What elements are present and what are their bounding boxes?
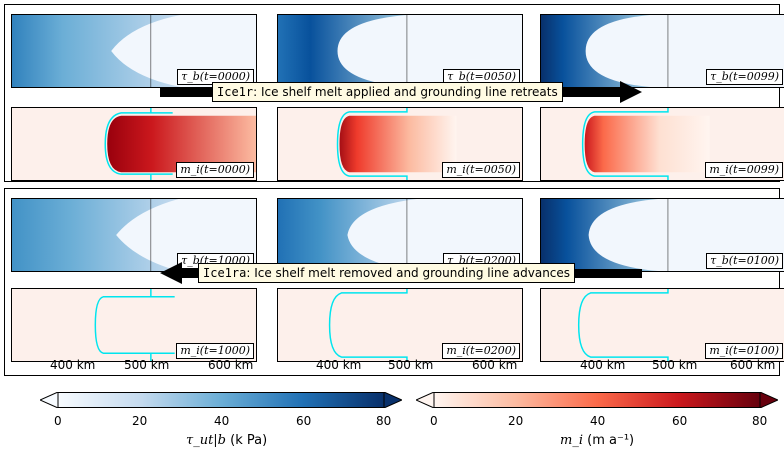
x-tick: 600 km: [472, 358, 518, 372]
tau-label: τ_b(t=0050): [443, 69, 520, 85]
bottom-group-frame: [4, 188, 780, 376]
x-tick: 600 km: [730, 358, 776, 372]
colorbar-tick: 20: [508, 414, 524, 428]
tau-panel-top-3: τ_b(t=0099): [540, 14, 784, 88]
banner-top: Ice1r: Ice shelf melt applied and ground…: [160, 81, 642, 103]
banner-bottom: Ice1ra: Ice shelf melt removed and groun…: [160, 262, 642, 284]
colorbar-tick: 40: [214, 414, 230, 428]
colorbar-tick: 60: [672, 414, 688, 428]
tau-label: τ_b(t=0099): [706, 69, 783, 85]
colorbar-tick: 20: [132, 414, 148, 428]
colorbar-label-melt: m_i (m a⁻¹): [560, 433, 635, 448]
melt-label: m_i(t=0200): [442, 343, 520, 359]
tau-label: τ_b(t=0100): [706, 253, 783, 269]
x-tick: 500 km: [124, 358, 170, 372]
arrow-head-left: [160, 262, 182, 284]
colorbar-tick: 0: [430, 414, 438, 428]
melt-panel-bottom-3: m_i(t=0100): [540, 288, 784, 362]
melt-label: m_i(t=0099): [705, 162, 783, 178]
melt-panel-top-2: m_i(t=0050): [277, 107, 523, 181]
arrow-head-right: [620, 81, 642, 103]
colorbar-tick: 80: [752, 414, 768, 428]
colorbar-tick: 60: [296, 414, 312, 428]
colorbar-tick: 0: [54, 414, 62, 428]
x-tick: 400 km: [580, 358, 626, 372]
melt-panel-top-1: m_i(t=0000): [11, 107, 257, 181]
x-tick: 400 km: [316, 358, 362, 372]
melt-label: m_i(t=0050): [442, 162, 520, 178]
colorbar-tau: [40, 392, 402, 408]
tau-panel-top-2: τ_b(t=0050): [277, 14, 523, 88]
melt-label: m_i(t=0000): [176, 162, 254, 178]
colorbar-tick: 80: [376, 414, 392, 428]
x-tick: 500 km: [652, 358, 698, 372]
melt-label: m_i(t=0100): [705, 343, 783, 359]
tau-panel-bottom-2: τ_b(t=0200): [277, 198, 523, 272]
banner-text: Ice1r: Ice shelf melt applied and ground…: [212, 82, 563, 102]
colorbar-label-tau: τ_ut|b (k Pa): [186, 433, 268, 448]
banner-text: Ice1ra: Ice shelf melt removed and groun…: [198, 263, 576, 283]
melt-label: m_i(t=1000): [176, 343, 254, 359]
tau-panel-top-1: τ_b(t=0000): [11, 14, 257, 88]
x-tick: 400 km: [50, 358, 96, 372]
colorbar-melt: [416, 392, 778, 408]
melt-panel-bottom-2: m_i(t=0200): [277, 288, 523, 362]
melt-panel-bottom-1: m_i(t=1000): [11, 288, 257, 362]
x-tick: 500 km: [388, 358, 434, 372]
melt-panel-top-3: m_i(t=0099): [540, 107, 784, 181]
top-group-frame: [4, 4, 780, 182]
tau-label: τ_b(t=0000): [177, 69, 254, 85]
tau-panel-bottom-3: τ_b(t=0100): [540, 198, 784, 272]
x-tick: 600 km: [208, 358, 254, 372]
colorbar-tick: 40: [590, 414, 606, 428]
tau-panel-bottom-1: τ_b(t=1000): [11, 198, 257, 272]
